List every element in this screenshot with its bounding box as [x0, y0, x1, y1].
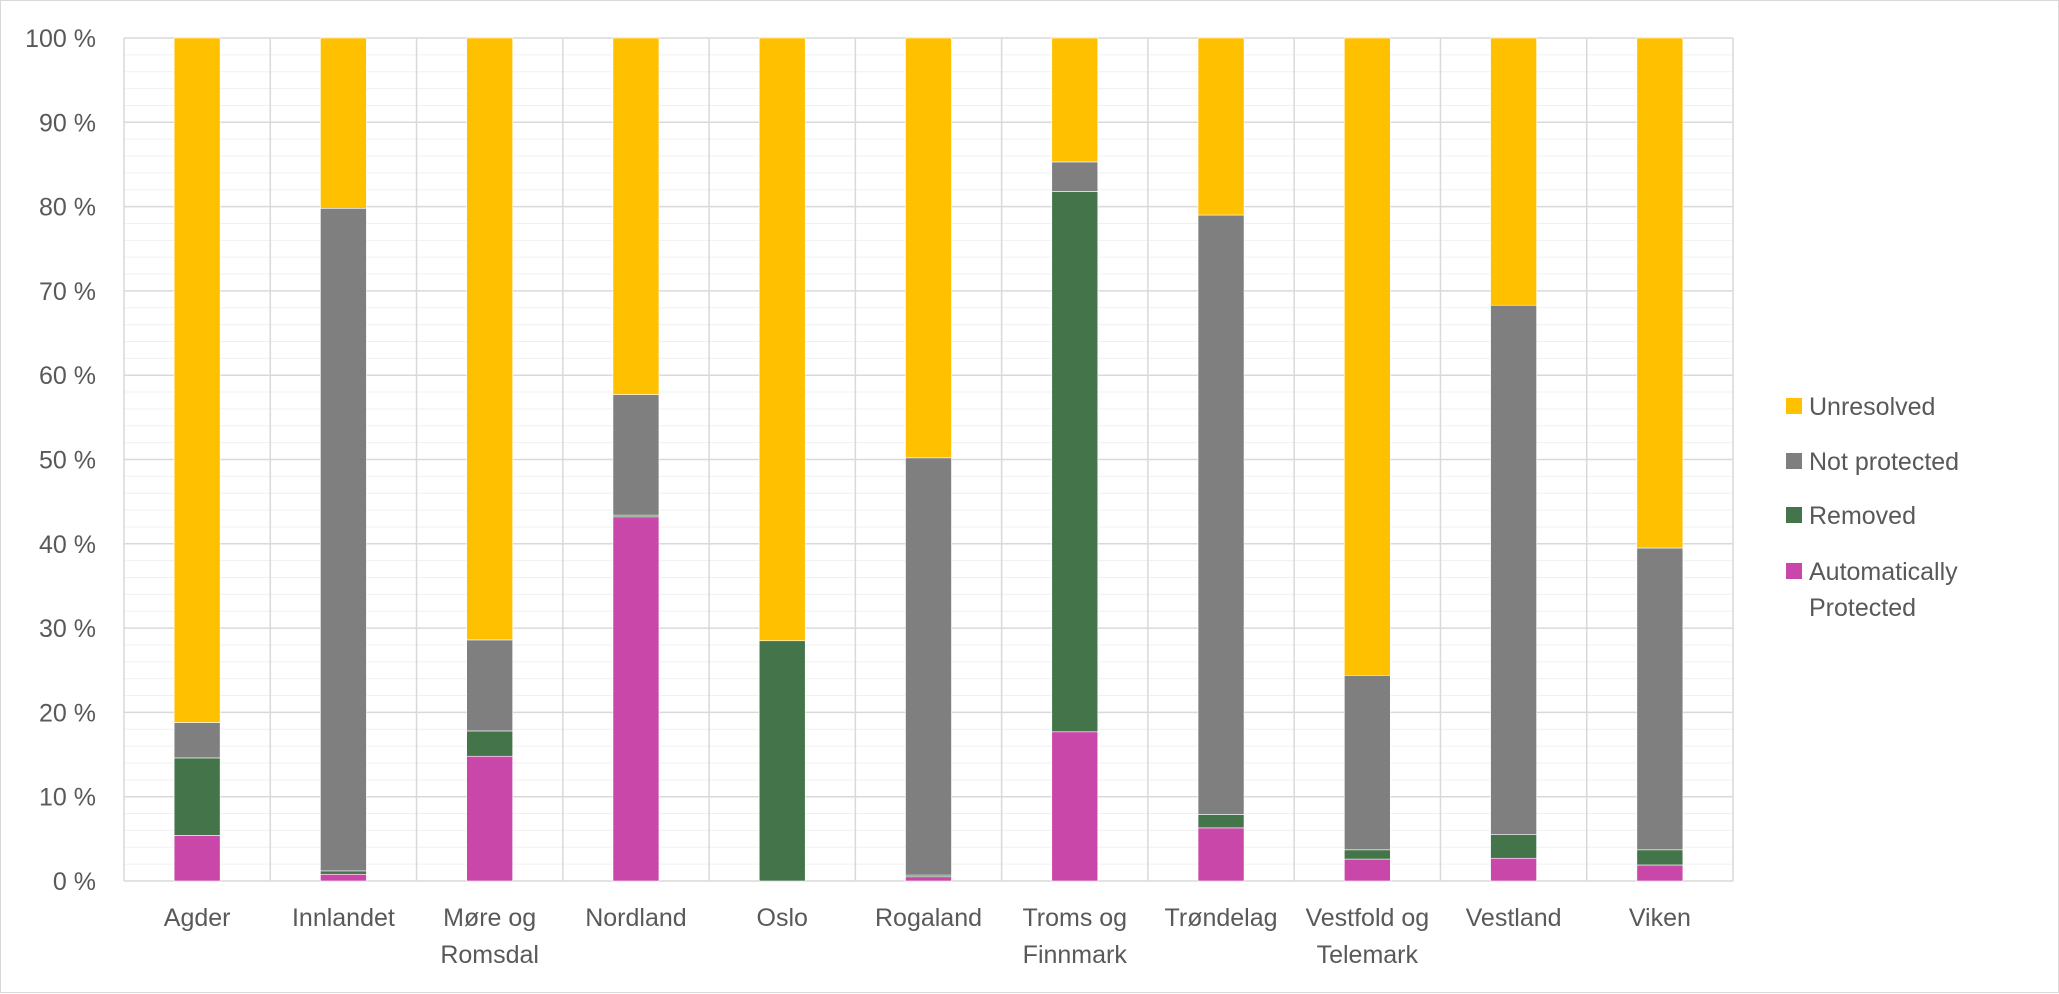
bar-segment	[758, 640, 806, 882]
legend: Unresolved Not protected Removed Automatica…	[1786, 393, 1959, 622]
bar-segment	[1344, 858, 1391, 882]
y-tick-label: 30 %	[39, 615, 96, 643]
bar-segment	[173, 835, 221, 882]
bar-segment	[320, 207, 367, 872]
bar-segment	[758, 37, 806, 642]
bar-segment	[173, 757, 221, 836]
bar-segment	[1490, 857, 1537, 882]
bar-segment	[1490, 37, 1537, 306]
legend-swatch	[1786, 453, 1802, 469]
x-category-label: Vestfold og Telemark	[1305, 904, 1429, 969]
y-tick-label: 40 %	[39, 531, 96, 559]
bar-segment	[1344, 675, 1391, 851]
x-category-label: Troms og Finnmark	[1022, 904, 1127, 969]
y-tick-label: 10 %	[39, 784, 96, 812]
x-category-label: Rogaland	[875, 904, 982, 932]
y-axis: 0 % 10 % 20 % 30 % 40 % 50 % 60 % 70 % 80 % 90 % 1…	[25, 25, 96, 896]
y-tick-label: 100 %	[25, 25, 96, 53]
bar-segment	[1051, 37, 1099, 163]
bar-segment	[466, 730, 513, 757]
bar-segment	[1197, 814, 1245, 829]
y-tick-label: 60 %	[39, 362, 96, 390]
bar-segment	[1490, 304, 1537, 835]
bar-segment	[905, 37, 952, 459]
bar-segment	[905, 457, 952, 876]
bar-segment	[173, 722, 221, 759]
bar-segment	[173, 37, 221, 723]
bar-segment	[1636, 547, 1684, 851]
bar-segment	[1636, 849, 1684, 866]
bar-segment	[1490, 834, 1537, 859]
bar-segment	[1344, 37, 1391, 676]
x-category-label: Møre og Romsdal	[440, 904, 539, 969]
x-category-label: Nordland	[585, 904, 686, 932]
x-category-label: Oslo	[757, 904, 808, 932]
bar-segment	[320, 873, 367, 882]
bar-segment	[320, 870, 367, 875]
bar-segment	[1051, 731, 1099, 882]
x-category-label: Trøndelag	[1165, 904, 1278, 932]
y-tick-label: 90 %	[39, 109, 96, 137]
bar-segment	[466, 37, 513, 641]
bar-segment	[1636, 864, 1684, 882]
legend-swatch	[1786, 563, 1802, 579]
bar-segment	[612, 516, 660, 882]
bar-segment	[1197, 214, 1245, 815]
x-category-label: Agder	[164, 904, 231, 932]
y-tick-label: 50 %	[39, 447, 96, 475]
bar-segment	[1051, 161, 1099, 192]
y-tick-label: 0 %	[53, 868, 96, 896]
x-category-label: Vestland	[1466, 904, 1562, 932]
bar-segment	[1636, 37, 1684, 549]
bar-segment	[320, 37, 367, 209]
bar-segment	[1197, 37, 1245, 216]
bar-segment	[612, 394, 660, 516]
bar-segment	[905, 876, 952, 882]
y-tick-label: 70 %	[39, 278, 96, 306]
bar-segment	[612, 37, 660, 395]
y-tick-label: 20 %	[39, 699, 96, 727]
bar-segment	[1344, 849, 1391, 860]
legend-label: Not protected	[1809, 448, 1959, 476]
bar-segment	[466, 755, 513, 882]
legend-label: Automatically Protected	[1809, 558, 1958, 622]
y-tick-label: 80 %	[39, 194, 96, 222]
legend-label: Removed	[1809, 502, 1916, 530]
bar-segment	[466, 639, 513, 732]
legend-swatch	[1786, 398, 1802, 414]
x-axis: Agder Innlandet Møre og Romsdal Nordland Oslo…	[164, 904, 1691, 969]
bars	[173, 37, 1684, 882]
bar-segment	[1051, 191, 1099, 733]
x-category-label: Innlandet	[292, 904, 395, 932]
legend-swatch	[1786, 507, 1802, 523]
bar-segment	[1197, 827, 1245, 882]
legend-label: Unresolved	[1809, 393, 1935, 421]
x-category-label: Viken	[1629, 904, 1691, 932]
